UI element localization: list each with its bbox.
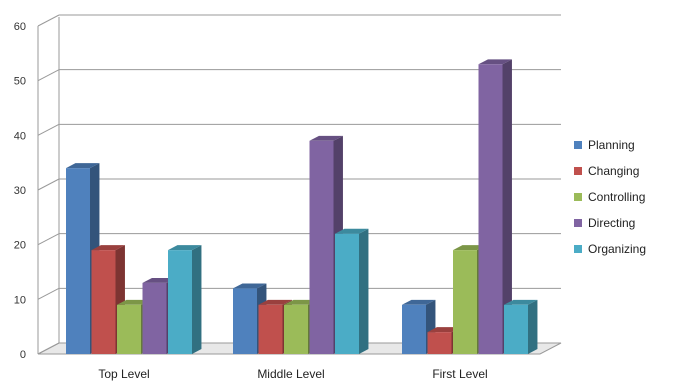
bar-side bbox=[192, 245, 202, 354]
y-tick-label: 0 bbox=[20, 349, 26, 361]
legend-label: Directing bbox=[588, 216, 636, 230]
gridline-side bbox=[37, 123, 60, 136]
x-axis-categories: Top Level Middle Level First Level bbox=[98, 367, 487, 381]
bar-top bbox=[142, 277, 176, 283]
legend-swatch bbox=[574, 141, 582, 149]
legend-swatch bbox=[574, 219, 582, 227]
bar-top bbox=[309, 135, 343, 141]
bar-top bbox=[233, 283, 267, 289]
bar-top bbox=[117, 299, 151, 305]
bar-front bbox=[504, 304, 528, 354]
bar-top bbox=[168, 245, 202, 251]
legend-item: Changing bbox=[574, 158, 646, 184]
bar-top bbox=[427, 327, 461, 333]
y-tick-label: 20 bbox=[14, 240, 26, 252]
bar-top bbox=[402, 299, 436, 305]
bar-top bbox=[284, 299, 318, 305]
legend-label: Changing bbox=[588, 164, 640, 178]
bars bbox=[66, 59, 538, 355]
x-category-label: First Level bbox=[432, 367, 487, 381]
bar bbox=[478, 59, 512, 355]
bar-front bbox=[427, 332, 452, 354]
gridline-side bbox=[37, 178, 60, 191]
bar-side bbox=[502, 59, 512, 355]
bar-front bbox=[168, 250, 192, 354]
bar-front bbox=[284, 304, 308, 354]
bar-front bbox=[402, 304, 426, 354]
bar-front bbox=[142, 282, 167, 354]
x-category-label: Top Level bbox=[98, 367, 149, 381]
y-tick-label: 10 bbox=[14, 294, 26, 306]
bar-front bbox=[117, 304, 141, 354]
bar-front bbox=[335, 233, 359, 354]
bar-side bbox=[359, 228, 369, 354]
legend-label: Organizing bbox=[588, 242, 647, 256]
bar-front bbox=[91, 250, 116, 354]
legend-swatch bbox=[574, 167, 582, 175]
bar bbox=[168, 245, 202, 354]
bar-front bbox=[233, 288, 257, 354]
y-tick-label: 30 bbox=[14, 185, 26, 197]
legend-label: Controlling bbox=[588, 190, 646, 204]
bar bbox=[335, 228, 369, 354]
legend-item: Organizing bbox=[574, 236, 646, 262]
y-tick-label: 40 bbox=[14, 130, 26, 142]
gridline-side bbox=[37, 287, 60, 300]
bar-top bbox=[453, 245, 487, 251]
bar-front bbox=[453, 250, 477, 354]
bar-top bbox=[258, 299, 292, 305]
gridline-side bbox=[37, 342, 60, 355]
bar bbox=[504, 299, 538, 354]
legend-swatch bbox=[574, 193, 582, 201]
bar-top bbox=[66, 163, 100, 169]
legend-item: Controlling bbox=[574, 184, 646, 210]
y-tick-label: 50 bbox=[14, 76, 26, 88]
y-tick-label: 60 bbox=[14, 21, 26, 33]
bar-front bbox=[66, 168, 90, 354]
bar-front bbox=[309, 140, 334, 354]
bar-top bbox=[335, 228, 369, 234]
bar-top bbox=[91, 245, 125, 251]
bar-side bbox=[528, 299, 538, 354]
gridline-side bbox=[37, 69, 60, 82]
bar-top bbox=[504, 299, 538, 305]
bar bbox=[91, 245, 125, 354]
legend-item: Planning bbox=[574, 132, 646, 158]
legend-label: Planning bbox=[588, 138, 635, 152]
bar-front bbox=[478, 64, 503, 355]
legend-swatch bbox=[574, 245, 582, 253]
y-axis-ticks: 0 10 20 30 40 50 60 bbox=[14, 21, 26, 361]
legend: Planning Changing Controlling Directing Orga… bbox=[574, 132, 646, 262]
x-category-label: Middle Level bbox=[257, 367, 324, 381]
bar-top bbox=[478, 59, 512, 65]
bar-front bbox=[258, 304, 283, 354]
gridline-side bbox=[37, 233, 60, 246]
legend-item: Directing bbox=[574, 210, 646, 236]
gridline-side bbox=[37, 14, 60, 27]
